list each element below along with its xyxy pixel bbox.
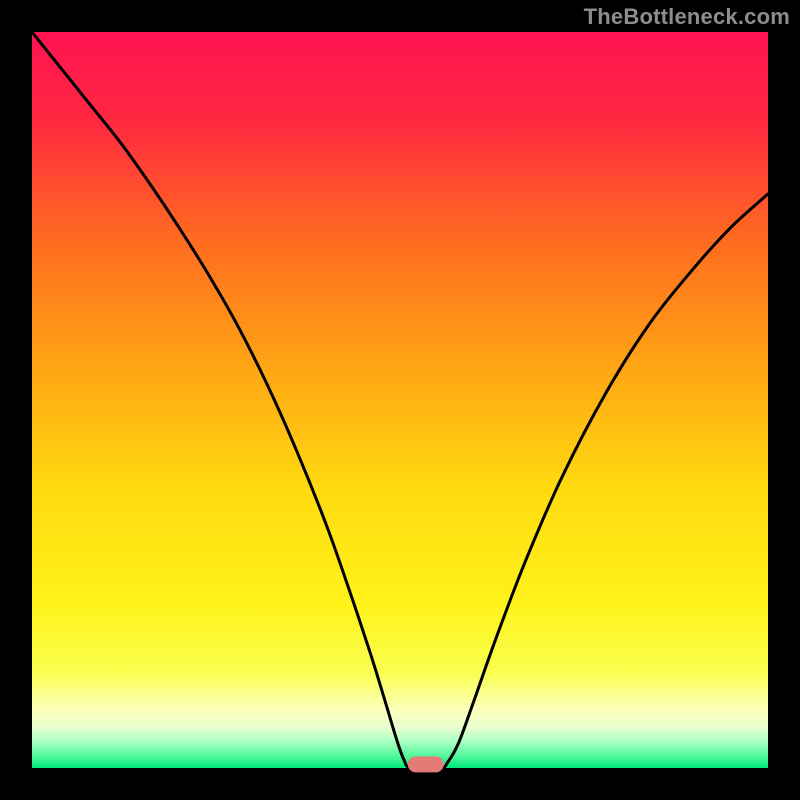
watermark-text: TheBottleneck.com <box>584 4 790 30</box>
bottleneck-chart <box>0 0 800 800</box>
optimal-marker <box>408 756 444 772</box>
plot-background <box>32 32 768 768</box>
